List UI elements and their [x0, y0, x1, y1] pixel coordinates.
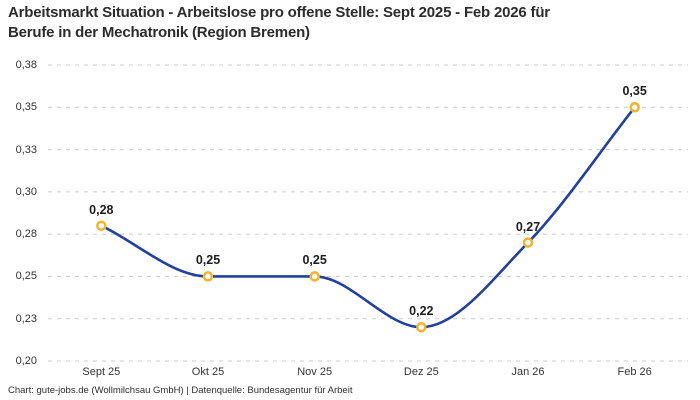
data-point-marker: [629, 102, 640, 113]
data-point-marker: [309, 271, 320, 282]
series-line: [100, 106, 636, 329]
chart-title-line2: Berufe in der Mechatronik (Region Bremen…: [8, 24, 310, 41]
data-point-marker: [522, 237, 534, 248]
data-point-marker: [96, 220, 107, 231]
attribution-text: Chart: gute-jobs.de (Wollmilchsau GmbH) …: [8, 385, 353, 396]
chart-title-line1: Arbeitsmarkt Situation - Arbeitslose pro…: [8, 4, 550, 21]
data-point-marker: [416, 321, 427, 333]
data-point-marker: [202, 271, 214, 282]
